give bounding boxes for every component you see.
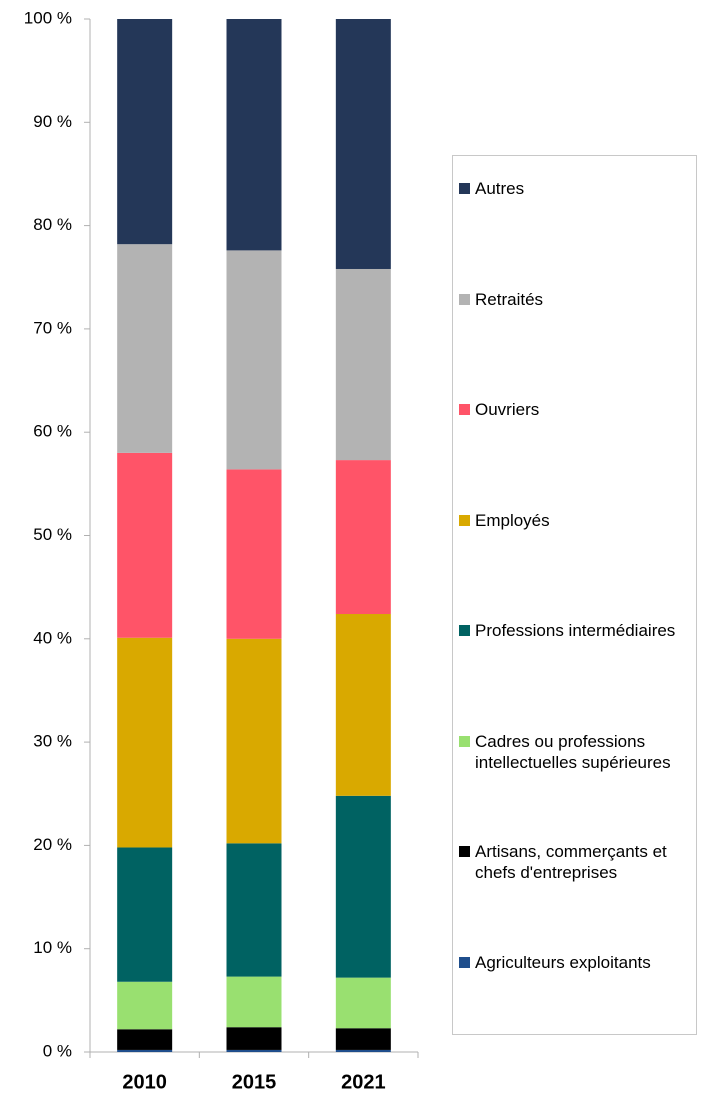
- legend-item: Agriculteurs exploitants: [459, 952, 695, 973]
- x-tick-label: 2021: [341, 1071, 386, 1093]
- y-tick-label: 70 %: [33, 318, 72, 337]
- bar-segment: [226, 1027, 282, 1050]
- bar-segment: [117, 452, 173, 638]
- bar-segment: [335, 1049, 391, 1052]
- bar-segment: [335, 977, 391, 1029]
- bar-segment: [226, 976, 282, 1028]
- legend-label: Cadres ou professions intellectuelles su…: [475, 731, 671, 772]
- bar-segment: [226, 250, 282, 470]
- bar-segment: [335, 614, 391, 796]
- x-tick-label: 2010: [122, 1071, 167, 1093]
- legend-swatch: [459, 625, 470, 636]
- legend-item: Artisans, commerçants et chefs d'entrepr…: [459, 841, 695, 883]
- bar-segment: [226, 469, 282, 639]
- bar-segment: [335, 1028, 391, 1050]
- legend-label: Artisans, commerçants et chefs d'entrepr…: [475, 842, 667, 882]
- legend-item: Retraités: [459, 289, 695, 310]
- y-tick-label: 100 %: [24, 8, 72, 27]
- y-tick-label: 60 %: [33, 422, 72, 441]
- y-tick-label: 20 %: [33, 835, 72, 854]
- bar-segment: [335, 460, 391, 615]
- bar-segment: [226, 843, 282, 977]
- y-tick-label: 80 %: [33, 215, 72, 234]
- y-tick-label: 40 %: [33, 628, 72, 647]
- y-tick-label: 10 %: [33, 938, 72, 957]
- legend-swatch: [459, 183, 470, 194]
- legend: Agriculteurs exploitants Artisans, commer…: [452, 155, 697, 1035]
- bar-segment: [226, 1049, 282, 1052]
- legend-label: Ouvriers: [475, 400, 540, 419]
- legend-swatch: [459, 404, 470, 415]
- legend-label: Agriculteurs exploitants: [475, 952, 651, 972]
- legend-item: Autres: [459, 178, 695, 199]
- legend-label: Professions intermédiaires: [475, 621, 676, 640]
- legend-item: Ouvriers: [459, 399, 695, 420]
- bar-segment: [335, 19, 391, 269]
- y-tick-label: 50 %: [33, 525, 72, 544]
- bar-segment: [117, 847, 173, 982]
- bar-segment: [117, 19, 173, 245]
- legend-item: Employés: [459, 510, 695, 531]
- bar-segment: [117, 1029, 173, 1050]
- bar-segment: [117, 637, 173, 848]
- legend-label: Autres: [475, 179, 525, 198]
- bar-segment: [117, 1049, 173, 1052]
- legend-swatch: [459, 514, 470, 526]
- y-tick-label: 0 %: [43, 1041, 72, 1060]
- bar-segment: [117, 981, 173, 1030]
- legend-item: Cadres ou professions intellectuelles su…: [459, 731, 695, 773]
- bar-segment: [117, 244, 173, 453]
- legend-swatch: [459, 846, 470, 857]
- bar-segment: [226, 638, 282, 844]
- legend-swatch: [459, 293, 470, 305]
- x-tick-label: 2015: [232, 1071, 277, 1093]
- legend-item: Professions intermédiaires: [459, 620, 695, 641]
- bar-segment: [226, 19, 282, 251]
- y-tick-label: 90 %: [33, 112, 72, 131]
- bar-segment: [335, 268, 391, 461]
- legend-swatch: [459, 735, 470, 747]
- y-tick-label: 30 %: [33, 732, 72, 751]
- bar-segment: [335, 795, 391, 978]
- legend-swatch: [459, 956, 470, 968]
- legend-label: Retraités: [475, 289, 544, 309]
- legend-label: Employés: [475, 510, 550, 530]
